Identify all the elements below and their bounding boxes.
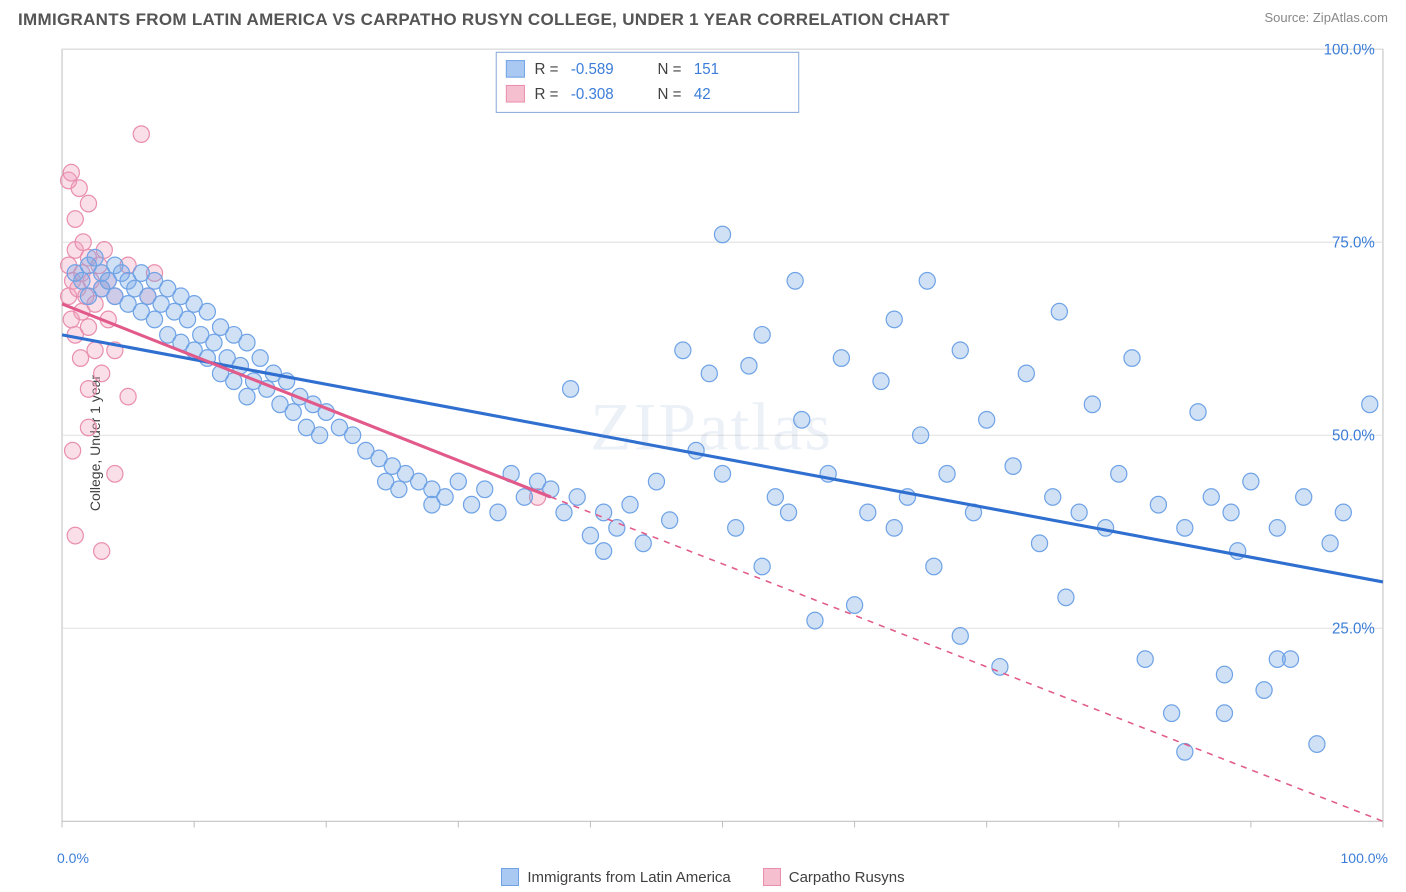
legend-label-blue: Immigrants from Latin America (527, 869, 730, 886)
legend-swatch-pink (763, 868, 781, 886)
svg-text:50.0%: 50.0% (1332, 427, 1375, 444)
source-name: ZipAtlas.com (1313, 10, 1388, 25)
chart-title: IMMIGRANTS FROM LATIN AMERICA VS CARPATH… (18, 10, 950, 30)
svg-text:N =: N = (658, 61, 682, 78)
svg-text:25.0%: 25.0% (1332, 620, 1375, 637)
svg-text:151: 151 (694, 61, 719, 78)
svg-text:100.0%: 100.0% (1324, 44, 1376, 58)
svg-text:-0.308: -0.308 (571, 86, 614, 103)
legend-item-latin-america: Immigrants from Latin America (501, 868, 730, 886)
svg-text:42: 42 (694, 86, 711, 103)
svg-text:-0.589: -0.589 (571, 61, 614, 78)
legend-swatch-blue (501, 868, 519, 886)
scatter-chart: 25.0% 50.0% 75.0% 100.0% R = -0.589 N = 151 R =… (57, 44, 1388, 842)
svg-text:N =: N = (658, 86, 682, 103)
bottom-legend: Immigrants from Latin America Carpatho R… (0, 868, 1406, 886)
legend-item-carpatho-rusyns: Carpatho Rusyns (763, 868, 905, 886)
source-citation: Source: ZipAtlas.com (1264, 10, 1388, 25)
svg-text:R =: R = (535, 86, 559, 103)
source-label: Source: (1264, 10, 1312, 25)
svg-text:R =: R = (535, 61, 559, 78)
legend-label-pink: Carpatho Rusyns (789, 869, 905, 886)
svg-text:75.0%: 75.0% (1332, 234, 1375, 251)
x-axis-max-label: 100.0% (1341, 850, 1388, 866)
x-axis-min-label: 0.0% (57, 850, 89, 866)
